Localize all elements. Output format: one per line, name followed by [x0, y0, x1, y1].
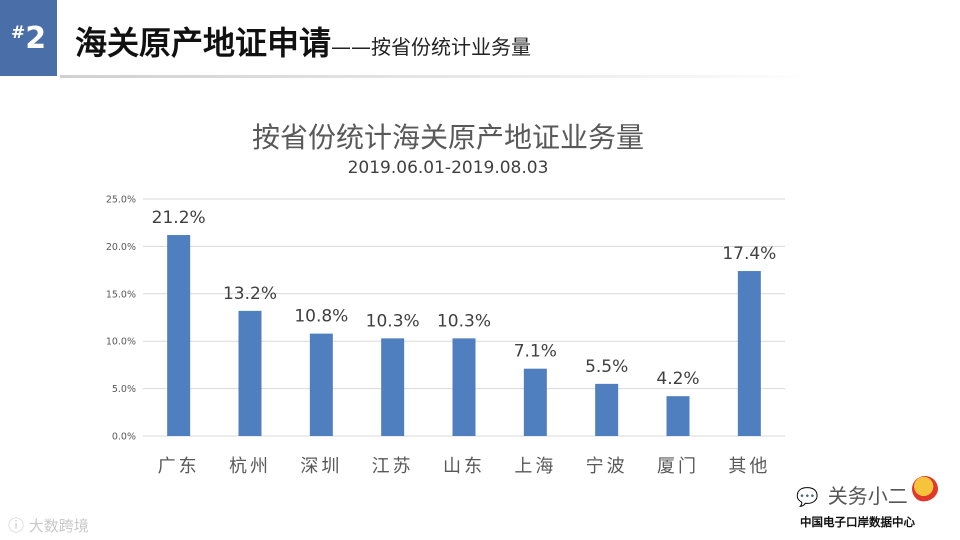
data-label: 10.3% — [437, 311, 491, 331]
x-tick-label: 其他 — [728, 456, 770, 477]
data-label: 17.4% — [722, 244, 776, 264]
x-tick-label: 上海 — [514, 456, 556, 477]
data-labels: 21.2% 13.2% 10.8% 10.3% 10.3% 7.1% 5.5% 4.2% 17.… — [152, 208, 777, 389]
x-tick-label: 江苏 — [372, 456, 414, 477]
wechat-icon: 💬 — [796, 487, 819, 508]
data-label: 4.2% — [656, 369, 699, 389]
bar — [737, 271, 761, 436]
x-tick-label: 厦门 — [657, 456, 699, 477]
y-tick-label: 5.0% — [112, 384, 136, 395]
bars — [167, 235, 761, 436]
watermark-text: 大数跨境 — [28, 517, 89, 535]
weibo-icon: ⓘ — [8, 516, 25, 535]
y-axis: 0.0% 5.0% 10.0% 15.0% 20.0% 25.0% — [106, 195, 136, 443]
bar — [595, 383, 619, 436]
watermark-logo: ⓘ 大数跨境 — [8, 512, 89, 536]
bar — [167, 235, 191, 436]
section-number-badge: # 2 — [0, 0, 57, 76]
x-tick-label: 广东 — [158, 456, 200, 477]
chart-subtitle: 2019.06.01-2019.08.03 — [348, 158, 549, 178]
page-subtitle: ——按省份统计业务量 — [331, 35, 532, 59]
section-number: 2 — [25, 20, 47, 56]
bar — [381, 338, 405, 436]
bar — [309, 333, 333, 436]
page-title: 海关原产地证申请——按省份统计业务量 — [75, 18, 531, 64]
organization-name: 中国电子口岸数据中心 — [800, 515, 915, 529]
x-tick-label: 深圳 — [300, 456, 342, 477]
data-label: 21.2% — [152, 208, 206, 228]
y-tick-label: 10.0% — [106, 337, 136, 348]
x-axis: 广东 杭州 深圳 江苏 山东 上海 宁波 厦门 其他 — [158, 456, 770, 477]
page-title-main: 海关原产地证申请 — [75, 24, 332, 62]
y-tick-label: 0.0% — [112, 432, 136, 443]
x-tick-label: 杭州 — [229, 456, 271, 477]
data-label: 10.8% — [294, 307, 348, 327]
data-label: 5.5% — [585, 357, 628, 377]
chart-title: 按省份统计海关原产地证业务量 — [252, 121, 644, 154]
x-tick-label: 山东 — [443, 456, 485, 477]
bar — [666, 396, 690, 436]
bar — [238, 310, 262, 436]
x-tick-label: 宁波 — [586, 456, 628, 477]
account-name: 关务小二 — [827, 484, 908, 508]
bar — [452, 338, 476, 436]
brand-logo-icon — [912, 476, 938, 502]
header-divider — [60, 75, 820, 78]
y-tick-label: 20.0% — [106, 242, 136, 253]
wechat-account: 💬 关务小二 — [796, 480, 908, 509]
hash-mark: # — [10, 23, 26, 43]
bar — [523, 368, 547, 436]
y-tick-label: 25.0% — [106, 195, 136, 206]
data-label: 10.3% — [366, 311, 420, 331]
y-tick-label: 15.0% — [106, 289, 136, 300]
data-label: 13.2% — [223, 284, 277, 304]
data-label: 7.1% — [514, 342, 557, 362]
